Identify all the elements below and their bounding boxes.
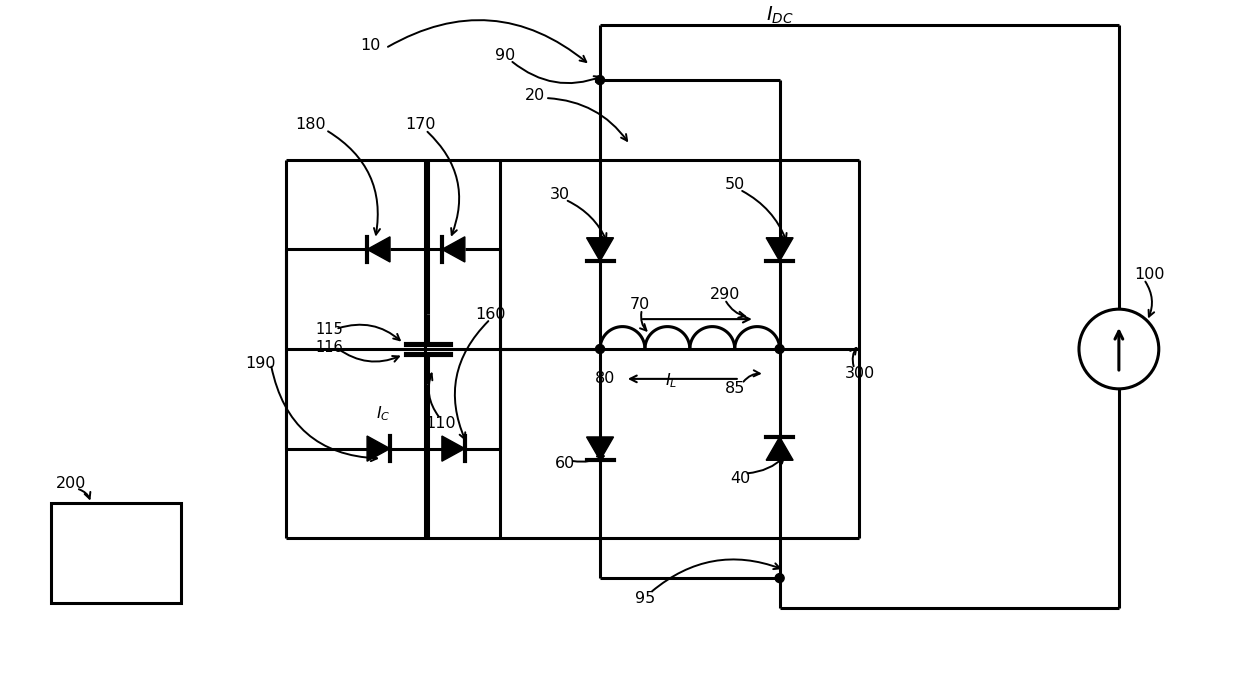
Text: 85: 85: [724, 382, 745, 396]
Text: $I_C$: $I_C$: [376, 405, 391, 423]
Text: 200: 200: [56, 476, 87, 491]
Circle shape: [595, 345, 605, 354]
Text: 180: 180: [295, 117, 326, 132]
Text: $I_L$: $I_L$: [665, 372, 677, 390]
Bar: [51, 503, 181, 603]
Text: 300: 300: [844, 366, 874, 382]
Text: 50: 50: [724, 177, 745, 192]
Text: 90: 90: [495, 48, 516, 63]
Polygon shape: [587, 238, 614, 261]
Polygon shape: [766, 437, 794, 460]
Text: 60: 60: [556, 456, 575, 471]
Text: 10: 10: [361, 38, 381, 52]
Text: 110: 110: [425, 416, 456, 431]
Text: 40: 40: [730, 471, 750, 486]
Text: 95: 95: [635, 591, 655, 605]
Polygon shape: [441, 237, 465, 262]
Circle shape: [775, 345, 784, 354]
Text: 290: 290: [709, 287, 740, 302]
Text: 190: 190: [246, 356, 275, 371]
Text: $I_{DC}$: $I_{DC}$: [766, 5, 794, 26]
Text: 100: 100: [1133, 267, 1164, 282]
Polygon shape: [367, 237, 391, 262]
Text: 170: 170: [405, 117, 436, 132]
Circle shape: [775, 574, 784, 582]
Text: 30: 30: [551, 187, 570, 202]
Circle shape: [595, 75, 605, 85]
Text: 116: 116: [316, 340, 343, 354]
Polygon shape: [367, 436, 391, 461]
Text: 80: 80: [595, 371, 615, 387]
Polygon shape: [441, 436, 465, 461]
Polygon shape: [587, 437, 614, 460]
Text: 20: 20: [526, 87, 546, 103]
Text: 70: 70: [630, 296, 650, 312]
Polygon shape: [766, 238, 794, 261]
Text: 115: 115: [316, 322, 343, 337]
Text: 160: 160: [475, 307, 506, 322]
